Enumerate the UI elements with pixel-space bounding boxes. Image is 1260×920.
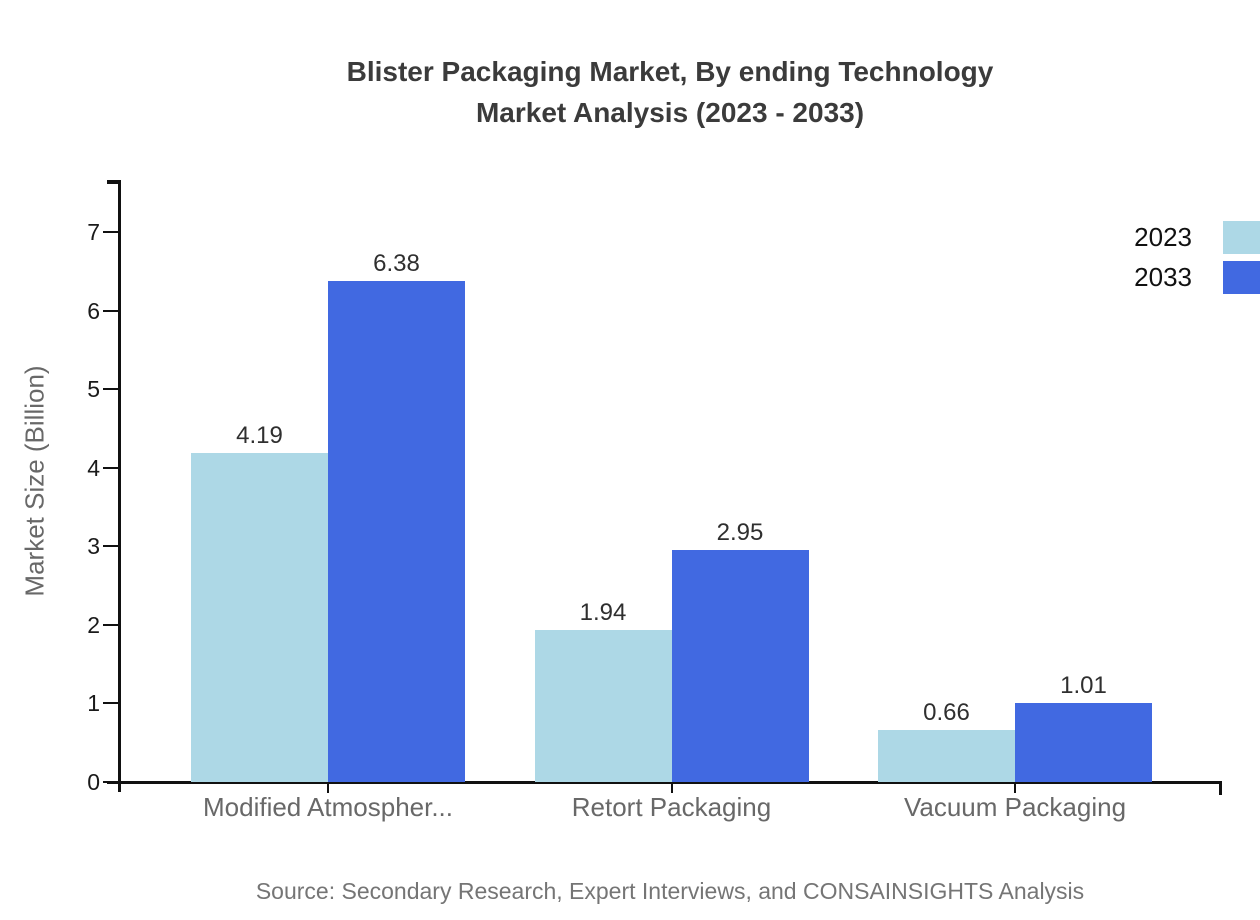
bar-2023 (534, 629, 672, 782)
legend-item: 2023 (1134, 221, 1260, 254)
bar-value-label: 0.66 (923, 699, 970, 727)
bar-2023 (878, 730, 1015, 782)
x-axis-line (107, 781, 1222, 784)
y-axis-end-cap (107, 180, 121, 184)
legend-swatch (1223, 261, 1260, 294)
y-axis-tick (103, 623, 118, 626)
legend-swatch (1223, 221, 1260, 254)
y-axis-tick (103, 702, 118, 705)
y-axis-tick (103, 309, 118, 312)
y-axis-tick (103, 231, 118, 233)
y-axis-tick (103, 781, 118, 783)
y-axis-tick-label: 3 (87, 533, 100, 560)
chart-title-line1: Blister Packaging Market, By ending Tech… (346, 56, 994, 87)
bar-value-label: 4.19 (236, 421, 283, 449)
x-axis-category-label: Vacuum Packaging (903, 792, 1127, 822)
x-axis-tick (1014, 782, 1016, 793)
x-axis-end-cap (1219, 781, 1222, 795)
y-axis-tick (103, 466, 118, 469)
bar-2033 (1015, 702, 1152, 782)
bar-value-label: 1.94 (579, 598, 627, 626)
source-note: Source: Secondary Research, Expert Inter… (255, 878, 1085, 904)
y-axis-tick-label: 1 (87, 690, 100, 717)
x-axis-category-label: Retort Packaging (571, 792, 772, 822)
x-axis-category-label: Modified Atmospher... (202, 792, 454, 822)
bar-value-label: 1.01 (1060, 671, 1107, 699)
y-axis-tick-label: 5 (87, 376, 100, 403)
legend-item: 2033 (1134, 261, 1260, 294)
y-axis-tick-label: 2 (87, 611, 100, 638)
y-axis-tick (103, 545, 118, 548)
y-axis-tick-label: 0 (87, 769, 100, 795)
y-axis-tick-label: 6 (87, 297, 100, 324)
bar-2033 (671, 550, 809, 782)
x-axis-tick (327, 782, 329, 793)
bar-2033 (328, 280, 465, 782)
chart-title: Blister Packaging Market, By ending Tech… (80, 51, 1260, 133)
y-axis-tick-label: 7 (87, 219, 100, 245)
x-axis-tick (670, 782, 673, 793)
legend-label: 2023 (1134, 222, 1192, 252)
bar-value-label: 6.38 (373, 249, 420, 277)
y-axis-tick-label: 4 (87, 454, 100, 481)
bar-value-label: 2.95 (716, 519, 764, 547)
y-axis-tick (103, 388, 118, 391)
bar-2023 (191, 452, 328, 782)
chart-title-line2: Market Analysis (2023 - 2033) (475, 97, 865, 128)
y-axis-line (118, 180, 121, 792)
legend-label: 2033 (1134, 262, 1192, 292)
legend: 2023 2033 (1134, 221, 1260, 301)
